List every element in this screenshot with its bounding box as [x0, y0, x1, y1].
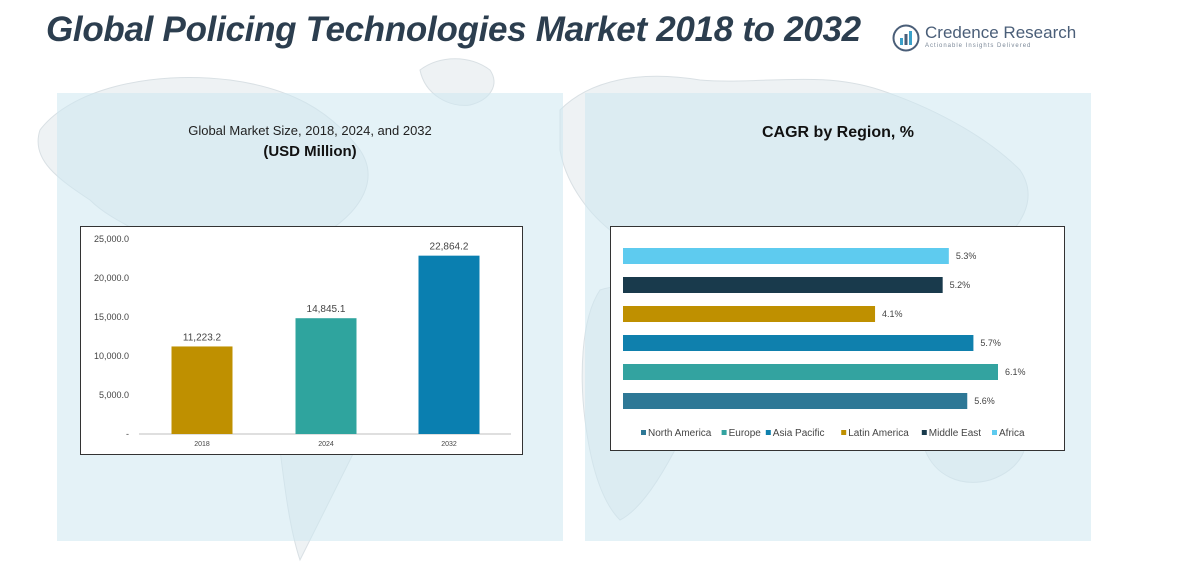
legend-label: Latin America — [848, 428, 909, 439]
legend-swatch — [992, 430, 997, 435]
y-tick-label: 5,000.0 — [99, 390, 129, 400]
bar-2032 — [418, 255, 480, 434]
cagr-bar-asia-pacific — [623, 335, 974, 351]
cagr-value-label: 4.1% — [882, 309, 903, 319]
bar-chart-logo-icon — [892, 24, 920, 52]
legend-label: Asia Pacific — [773, 428, 825, 439]
market-size-title: Global Market Size, 2018, 2024, and 2032 — [188, 123, 432, 138]
legend-label: North America — [648, 428, 712, 439]
cagr-value-label: 5.7% — [980, 338, 1001, 348]
legend-label: Europe — [729, 428, 762, 439]
market-size-subtitle: (USD Million) — [263, 143, 357, 160]
legend-label: Africa — [999, 428, 1025, 439]
y-tick-label: - — [126, 429, 129, 439]
cagr-value-label: 5.6% — [974, 396, 995, 406]
market-size-chart: - 5,000.0 10,000.0 15,000.0 20,000.0 25,000.0… — [80, 226, 523, 455]
y-tick-label: 15,000.0 — [94, 312, 129, 322]
x-tick-label: 2018 — [194, 441, 210, 448]
legend-swatch — [721, 430, 727, 435]
market-size-chart-svg: - 5,000.0 10,000.0 15,000.0 20,000.0 25,000.0… — [94, 234, 511, 448]
bar-value-label: 14,845.1 — [307, 304, 346, 315]
bar-value-label: 11,223.2 — [183, 332, 222, 343]
y-tick-label: 25,000.0 — [94, 234, 129, 244]
cagr-value-label: 5.3% — [956, 251, 977, 261]
y-tick-label: 20,000.0 — [94, 273, 129, 283]
bar-2024 — [295, 318, 357, 434]
cagr-value-label: 6.1% — [1005, 367, 1026, 377]
page-title: Global Policing Technologies Market 2018… — [46, 10, 861, 49]
logo-name: Credence Research — [925, 23, 1077, 42]
logo-tagline: Actionable Insights Delivered — [925, 43, 1032, 49]
legend-swatch — [921, 430, 927, 435]
bar-2018 — [171, 346, 233, 434]
legend-label: Middle East — [929, 428, 981, 439]
legend-swatch — [765, 430, 771, 435]
cagr-chart: 5.6% 6.1% 5.7% 4.1% 5.2% 5.3% North America Eur… — [610, 226, 1065, 451]
cagr-title: CAGR by Region, % — [761, 124, 914, 141]
cagr-bar-north-america — [623, 393, 968, 409]
credence-research-logo: Credence Research Actionable Insights De… — [892, 22, 1076, 56]
legend-swatch — [841, 430, 847, 435]
cagr-value-label: 5.2% — [950, 280, 971, 290]
y-tick-label: 10,000.0 — [94, 351, 129, 361]
legend-swatch — [641, 430, 646, 435]
cagr-bar-africa — [623, 248, 949, 264]
cagr-bar-europe — [623, 364, 998, 380]
bar-value-label: 22,864.2 — [430, 242, 469, 253]
cagr-chart-svg: 5.6% 6.1% 5.7% 4.1% 5.2% 5.3% North America Eur… — [623, 248, 1026, 439]
x-tick-label: 2024 — [318, 441, 334, 448]
x-tick-label: 2032 — [441, 441, 457, 448]
cagr-bar-latin-america — [623, 306, 876, 322]
cagr-bar-middle-east — [623, 277, 943, 293]
